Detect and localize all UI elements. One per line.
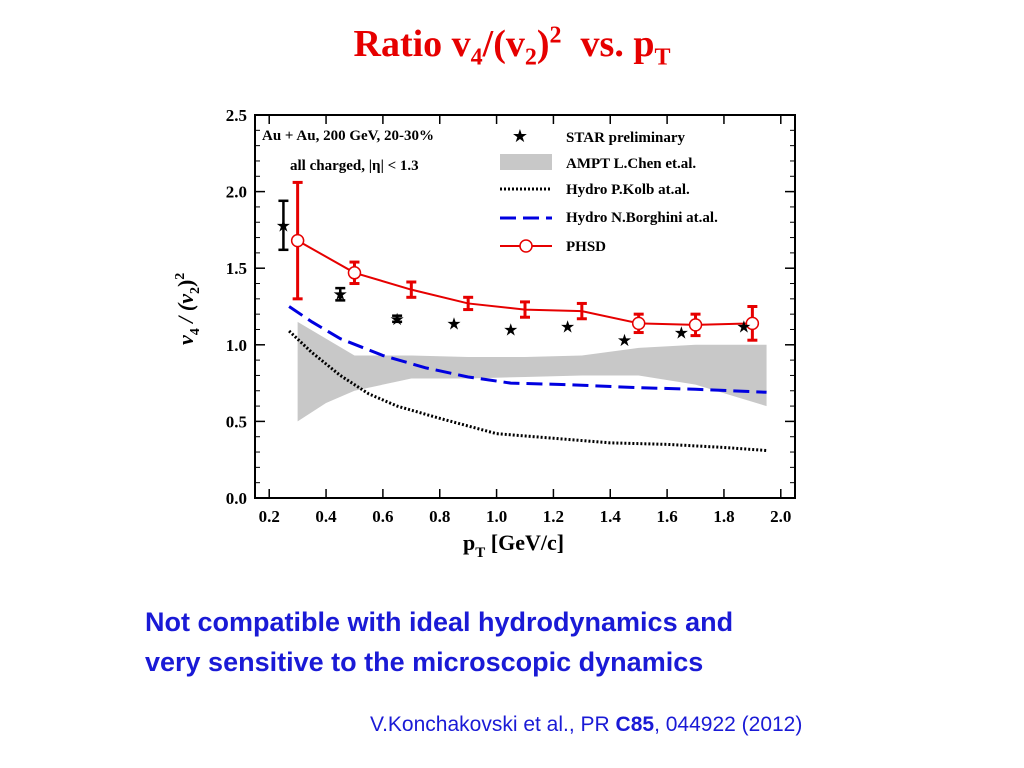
phsd-point	[688, 318, 703, 332]
axes-layer: 0.2 0.4 0.6 0.8 1.0 1.2 1.4 1.6 1.8 2.0 0.0 0.5 1.0 1…	[226, 106, 795, 526]
v4-v2-ratio-chart: ★ ★ ★ ★ ★ ★ ★ ★ ★ 0.2 0.4 0.6 0.8 1.0 1.2 1.4 1.6 1.8 2.0…	[173, 106, 796, 561]
star-data-point: ★	[736, 317, 751, 336]
phsd-point	[347, 266, 362, 280]
citation: V.Konchakovski et al., PR C85, 044922 (2…	[370, 713, 803, 736]
star-data-point: ★	[333, 285, 348, 304]
x-tick-label: 1.2	[543, 507, 564, 526]
y-tick-label: 0.0	[226, 489, 247, 508]
conclusion-note: Not compatible with ideal hydrodynamics …	[145, 602, 733, 682]
legend-label-kolb: Hydro P.Kolb at.al.	[566, 182, 690, 198]
x-tick-label: 1.8	[713, 507, 734, 526]
legend-swatch-ampt	[500, 154, 552, 170]
phsd-point	[631, 316, 646, 331]
slide-title: Ratio v4/(v2)2 vs. pT	[353, 22, 671, 71]
x-tick-label: 0.4	[315, 507, 337, 526]
x-tick-label: 0.8	[429, 507, 450, 526]
legend-label-ampt: AMPT L.Chen et.al.	[566, 156, 696, 172]
legend-label-borghini: Hydro N.Borghini at.al.	[566, 210, 718, 226]
y-tick-label: 1.5	[226, 259, 247, 278]
x-tick-label: 1.0	[486, 507, 507, 526]
markers-layer: ★ ★ ★ ★ ★ ★ ★ ★ ★	[276, 180, 760, 350]
phsd-point	[745, 316, 760, 331]
legend-star-marker: ★	[512, 126, 528, 146]
borghini-hydro-curve	[288, 305, 767, 394]
star-data-point: ★	[446, 314, 461, 333]
y-tick-label: 2.5	[226, 106, 247, 125]
star-data-point: ★	[617, 331, 632, 350]
legend-swatch-phsd-circle	[519, 239, 533, 253]
x-tick-label: 2.0	[770, 507, 791, 526]
x-tick-label: 1.6	[656, 507, 677, 526]
legend-label-phsd: PHSD	[566, 239, 606, 255]
annotation-line1: Au + Au, 200 GeV, 20-30%	[262, 128, 434, 144]
chart-annotation: Au + Au, 200 GeV, 20-30% all charged, |η…	[262, 128, 434, 174]
x-tick-label: 1.4	[600, 507, 622, 526]
star-data-point: ★	[560, 317, 575, 336]
y-tick-label: 1.0	[226, 336, 247, 355]
plot-frame	[254, 114, 796, 499]
x-tick-label: 0.2	[259, 507, 280, 526]
star-data-point: ★	[389, 310, 404, 329]
ampt-band	[297, 321, 767, 422]
star-data-point: ★	[503, 320, 518, 339]
star-data-point: ★	[674, 324, 689, 343]
x-tick-label: 0.6	[372, 507, 393, 526]
x-axis-label: pT [GeV/c]	[463, 530, 564, 561]
annotation-line2: all charged, |η| < 1.3	[290, 158, 419, 174]
phsd-point	[290, 233, 305, 248]
kolb-hydro-curve	[288, 329, 767, 453]
note-line-2: very sensitive to the microscopic dynami…	[145, 647, 704, 677]
star-data-point: ★	[276, 216, 291, 235]
legend: ★ STAR preliminary AMPT L.Chen et.al. Hy…	[500, 126, 718, 255]
note-line-1: Not compatible with ideal hydrodynamics …	[145, 607, 734, 637]
y-axis-label: v4 / (v2)2	[173, 273, 203, 345]
y-tick-label: 0.5	[226, 412, 247, 431]
y-tick-label: 2.0	[226, 183, 247, 202]
ampt-band-layer	[297, 321, 767, 422]
legend-label-star: STAR preliminary	[566, 130, 686, 146]
